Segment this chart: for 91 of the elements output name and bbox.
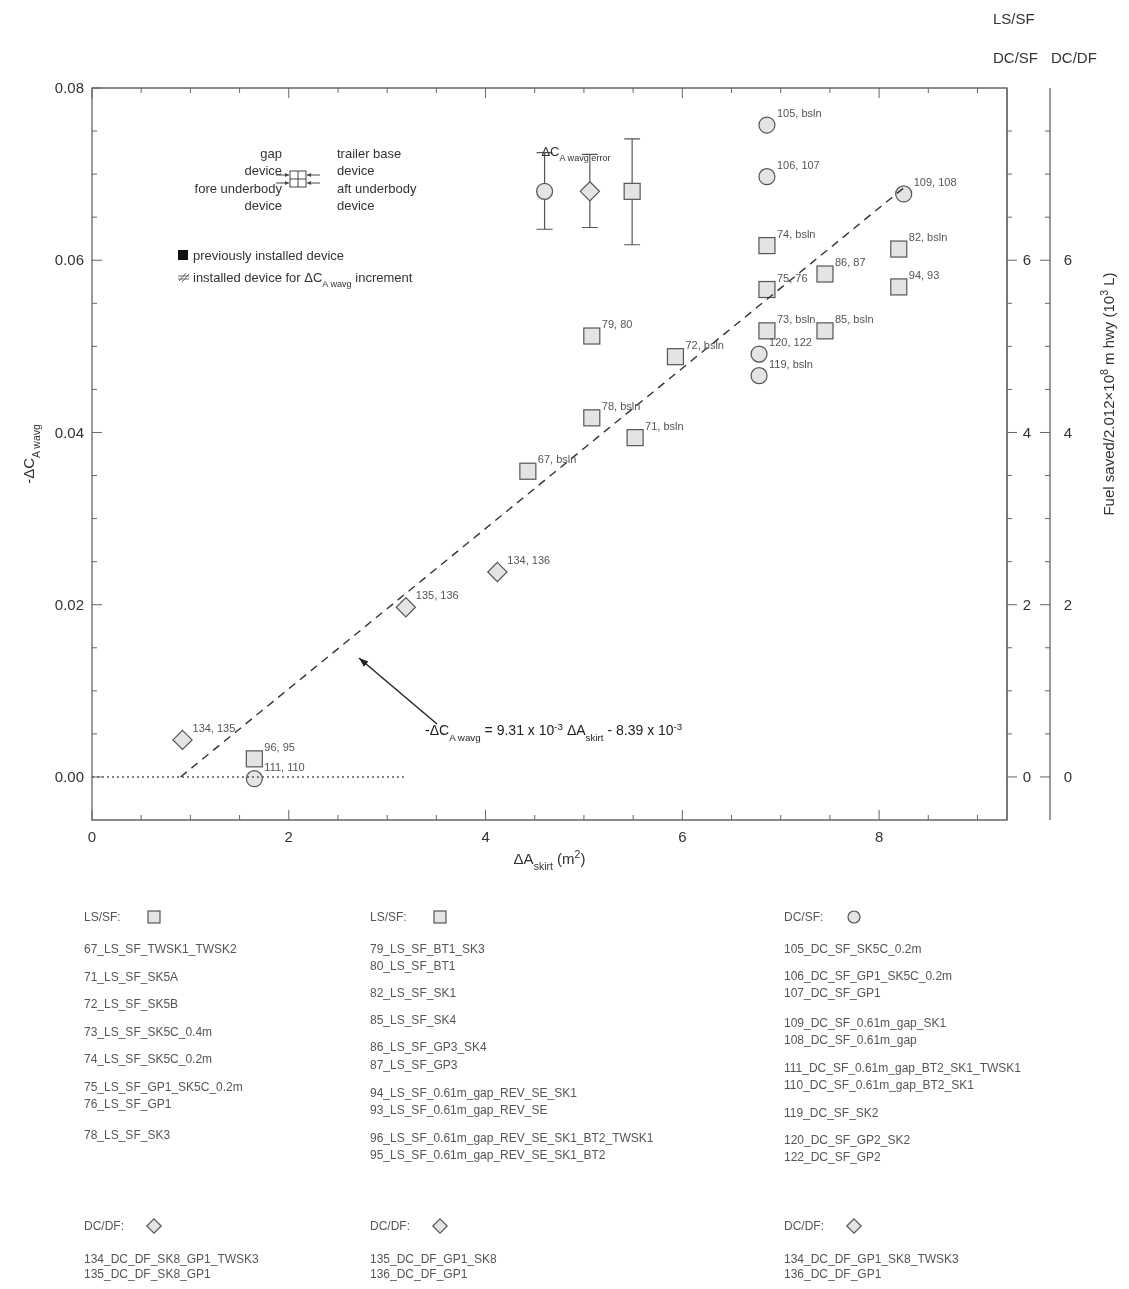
text: 109_DC_SF_0.61m_gap_SK1 <box>784 1016 947 1031</box>
y2-tick-label: 4 <box>1022 423 1032 441</box>
text: 67_LS_SF_TWSK1_TWSK2 <box>84 942 238 957</box>
text: 111_DC_SF_0.61m_gap_BT2_SK1_TWSK1 <box>784 1061 1022 1076</box>
text: 73_LS_SF_SK5C_0.4m <box>84 1025 213 1040</box>
text: 134_DC_DF_GP1_SK8_TWSK3 <box>784 1252 960 1267</box>
annotation: 75, 76 <box>776 271 808 284</box>
text: DC/SF: <box>784 910 824 925</box>
text: 74_LS_SF_SK5C_0.2m <box>84 1052 213 1067</box>
text: 75_LS_SF_GP1_SK5C_0.2m <box>84 1080 243 1095</box>
text: 106_DC_SF_GP1_SK5C_0.2m <box>784 969 953 984</box>
text: LS/SF <box>993 10 1035 27</box>
annotation: installed device for ΔC$_{A wavg}$ increment <box>193 269 413 289</box>
text: 119_DC_SF_SK2 <box>784 1106 879 1121</box>
annotation: 111, 110 <box>264 760 305 773</box>
annotation: 72, bsln <box>685 338 724 351</box>
y-tick-label: 0.08 <box>54 79 84 97</box>
text: DC/SF <box>993 49 1038 66</box>
text: 80_LS_SF_BT1 <box>370 959 456 974</box>
annotation: fore underbody device <box>194 180 283 213</box>
text: 76_LS_SF_GP1 <box>84 1097 172 1112</box>
annotation: 119, bsln <box>769 357 813 370</box>
text: 108_DC_SF_0.61m_gap <box>784 1033 918 1048</box>
annotation: 120, 122 <box>769 336 812 349</box>
y-tick-label: 0.02 <box>54 595 84 613</box>
y-tick-label: 0.04 <box>54 423 84 441</box>
y2-tick-label: 2 <box>1022 595 1032 613</box>
text: DC/DF: <box>784 1219 824 1234</box>
text: 87_LS_SF_GP3 <box>370 1058 458 1073</box>
x-tick-label: 6 <box>678 828 687 845</box>
text: 107_DC_SF_GP1 <box>784 986 882 1001</box>
text: 122_DC_SF_GP2 <box>784 1150 882 1165</box>
annotation: 74, bsln <box>776 227 816 240</box>
annotation: 96, 95 <box>264 740 295 753</box>
text: 72_LS_SF_SK5B <box>84 997 179 1012</box>
text: 136_DC_DF_GP1 <box>370 1267 468 1282</box>
x-tick-label: 8 <box>874 828 884 845</box>
text: LS/SF: <box>370 910 407 925</box>
text: 71_LS_SF_SK5A <box>84 970 179 985</box>
annotation: 79, 80 <box>601 318 633 331</box>
y2-tick-label: 0 <box>1022 768 1032 786</box>
text: 96_LS_SF_0.61m_gap_REV_SE_SK1_BT2_TWSK1 <box>370 1131 654 1146</box>
x-tick-label: 2 <box>284 828 293 845</box>
y-tick-label: 0.06 <box>54 251 84 269</box>
annotation: previously installed device <box>193 247 345 263</box>
annotation: 86, 87 <box>834 256 866 269</box>
text: DC/DF: <box>370 1219 410 1234</box>
y3-tick-label: 0 <box>1063 768 1073 786</box>
text: 135_DC_DF_SK8_GP1 <box>84 1267 212 1282</box>
annotation: ΔC$_{A wavg error}$ <box>541 144 611 163</box>
annotation: 134, 136 <box>507 553 551 566</box>
annotation: 71, bsln <box>645 419 684 432</box>
annotation: 109, 108 <box>913 175 957 188</box>
annotation: aft underbody device <box>337 180 417 213</box>
text: 134_DC_DF_SK8_GP1_TWSK3 <box>84 1252 260 1267</box>
text: 79_LS_SF_BT1_SK3 <box>370 942 486 957</box>
annotation: 134, 135 <box>192 721 236 734</box>
text: 95_LS_SF_0.61m_gap_REV_SE_SK1_BT2 <box>370 1148 606 1163</box>
annotation: -ΔC$_{A wavg}$ = 9.31 x 10$^{-3}$ ΔA$_{skirt}$ - 8.39 x 10$^{-3}$ <box>425 720 683 743</box>
text: LS/SF: <box>84 910 121 925</box>
text: 94_LS_SF_0.61m_gap_REV_SE_SK1 <box>370 1086 578 1101</box>
annotation: 105, bsln <box>776 107 822 120</box>
x-tick-label: 4 <box>481 828 490 845</box>
annotation: 82, bsln <box>908 231 948 244</box>
y3-tick-label: 2 <box>1063 595 1073 613</box>
text: 120_DC_SF_GP2_SK2 <box>784 1133 911 1148</box>
annotation: 94, 93 <box>908 268 940 281</box>
y2-tick-label: 6 <box>1022 251 1032 269</box>
text: 85_LS_SF_SK4 <box>370 1013 457 1028</box>
y-tick-label: 0.00 <box>54 768 84 786</box>
annotation: 78, bsln <box>601 399 641 412</box>
x-axis-title: ΔA$_{skirt}$ (m$^{2}$) <box>513 848 586 872</box>
y3-tick-label: 6 <box>1063 251 1073 269</box>
text: 105_DC_SF_SK5C_0.2m <box>784 942 922 957</box>
text: 82_LS_SF_SK1 <box>370 986 457 1001</box>
text: 136_DC_DF_GP1 <box>784 1267 882 1282</box>
text: 78_LS_SF_SK3 <box>84 1128 171 1143</box>
text: 86_LS_SF_GP3_SK4 <box>370 1040 488 1055</box>
annotation: 85, bsln <box>834 312 874 325</box>
text: DC/DF <box>1051 49 1097 66</box>
text: 135_DC_DF_GP1_SK8 <box>370 1252 498 1267</box>
text: 110_DC_SF_0.61m_gap_BT2_SK1 <box>784 1078 975 1093</box>
y3-tick-label: 4 <box>1063 423 1073 441</box>
text: 93_LS_SF_0.61m_gap_REV_SE <box>370 1103 548 1118</box>
annotation: gap device <box>244 145 282 178</box>
text: DC/DF: <box>84 1219 124 1234</box>
annotation: 106, 107 <box>776 158 820 171</box>
annotation: 73, bsln <box>776 312 816 325</box>
annotation: 67, bsln <box>537 453 577 466</box>
x-tick-label: 0 <box>87 828 97 845</box>
annotation: 135, 136 <box>415 589 459 602</box>
